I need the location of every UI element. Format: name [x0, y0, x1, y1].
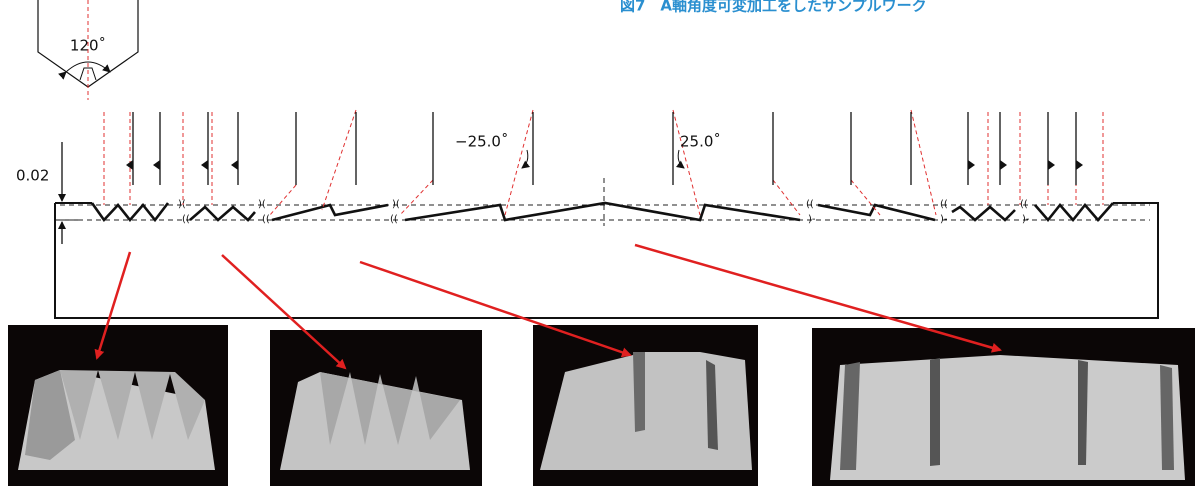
workpiece-g-text: (( [390, 214, 398, 225]
tool-paths-line [270, 185, 296, 215]
workpiece-g-text: )( [178, 199, 186, 210]
photos-polygon [830, 355, 1185, 480]
workpiece-g-text: )- [940, 214, 948, 225]
tool-paths-line [505, 110, 533, 215]
workpiece-g-polyline [405, 203, 800, 220]
tool-paths-line [773, 180, 800, 215]
workpiece-g-polyline [272, 205, 388, 220]
depth-label: 0.02 [16, 167, 49, 185]
tool-paths-path [201, 160, 208, 170]
tool-paths-path [1076, 160, 1083, 170]
tool: 120˚ [38, 0, 138, 100]
workpiece-g [92, 203, 1113, 220]
tool-paths-line [911, 110, 936, 215]
photos-polygon [930, 358, 940, 466]
workpiece-polyline [55, 203, 1158, 318]
tool-paths-path [968, 160, 975, 170]
workpiece-g-polyline [952, 207, 1015, 220]
angle-left: −25.0˚ [455, 133, 508, 151]
photos-polygon [1160, 365, 1174, 470]
workpiece-g-text: (( [1020, 199, 1028, 210]
tool-paths-path [1000, 160, 1007, 170]
tool-paths-line [851, 180, 880, 215]
page: 図7 A軸角度可変加工をしたサンプルワーク 120˚ 0.02 )((( ) [0, 0, 1195, 486]
tool-paths-path [1048, 160, 1055, 170]
workpiece-g-text: )- [1022, 214, 1030, 225]
workpiece-g-text: (( [806, 199, 814, 210]
tool-paths-line [673, 110, 700, 215]
diagram: 図7 A軸角度可変加工をしたサンプルワーク 120˚ 0.02 )((( ) [0, 0, 1195, 486]
workpiece-g-text: )- [808, 214, 816, 225]
workpiece-g-text: (( [262, 214, 270, 225]
depth: 0.02 [16, 142, 80, 244]
tool-paths-line [400, 180, 433, 215]
workpiece-g-text: (( [182, 214, 190, 225]
angle-right: 25.0˚ [680, 133, 721, 151]
photos [8, 325, 1195, 486]
tool-paths-path [153, 160, 160, 170]
tool-paths-line [322, 110, 356, 210]
diagram-path [678, 150, 684, 168]
workpiece-g-polyline [818, 205, 935, 220]
workpiece-g-polyline [92, 203, 168, 220]
workpiece-g-polyline [190, 207, 255, 220]
workpiece-g-text: (( [940, 199, 948, 210]
workpiece-g-text: )( [392, 199, 400, 210]
diagram-path [522, 150, 528, 168]
workpiece-g-text: )( [258, 199, 266, 210]
workpiece: )( (( )( (( )( (( (( )- (( )- (( )- [55, 178, 1158, 318]
workpiece-g-polyline [1035, 203, 1113, 220]
title: 図7 A軸角度可変加工をしたサンプルワーク [620, 0, 927, 15]
tool-paths-path [231, 160, 238, 170]
tool-angle: 120˚ [70, 37, 106, 55]
photos-polygon [633, 352, 645, 432]
